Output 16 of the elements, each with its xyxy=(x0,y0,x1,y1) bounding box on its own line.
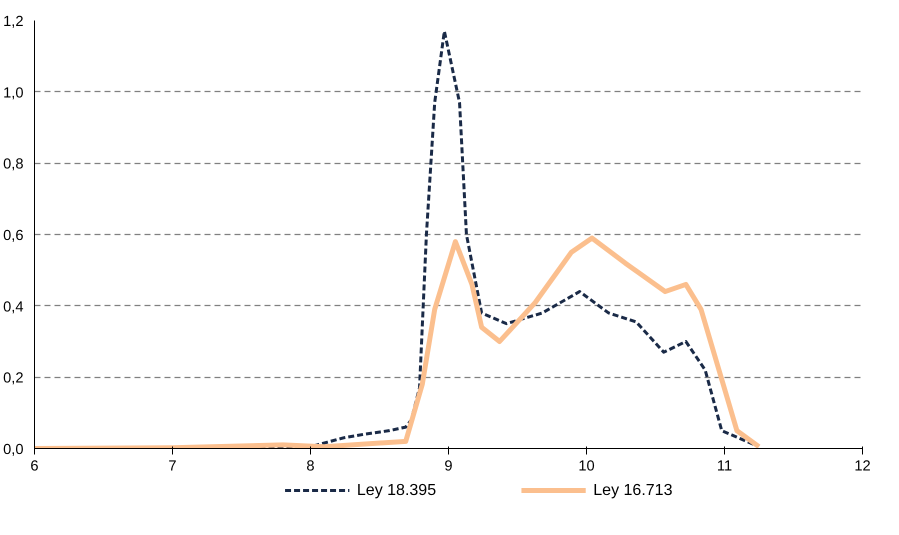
x-tick-label: 8 xyxy=(306,458,315,474)
y-tick-label: 0,6 xyxy=(3,228,24,244)
y-tick-label: 1,0 xyxy=(3,85,24,102)
y-tick-label: 1,2 xyxy=(3,14,24,30)
x-tick-label: 10 xyxy=(578,458,595,474)
x-tick-label: 12 xyxy=(854,458,871,474)
x-tick-label: 11 xyxy=(716,458,732,474)
legend-label: Ley 16.713 xyxy=(593,482,673,499)
x-tick-label: 9 xyxy=(444,458,453,474)
y-tick-label: 0,2 xyxy=(3,370,24,387)
y-tick-label: 0,0 xyxy=(3,442,24,458)
x-tick-label: 6 xyxy=(30,458,39,474)
y-tick-label: 0,4 xyxy=(3,299,24,316)
x-tick-label: 7 xyxy=(168,458,177,474)
legend-label: Ley 18.395 xyxy=(356,482,436,499)
y-tick-label: 0,8 xyxy=(3,156,24,173)
